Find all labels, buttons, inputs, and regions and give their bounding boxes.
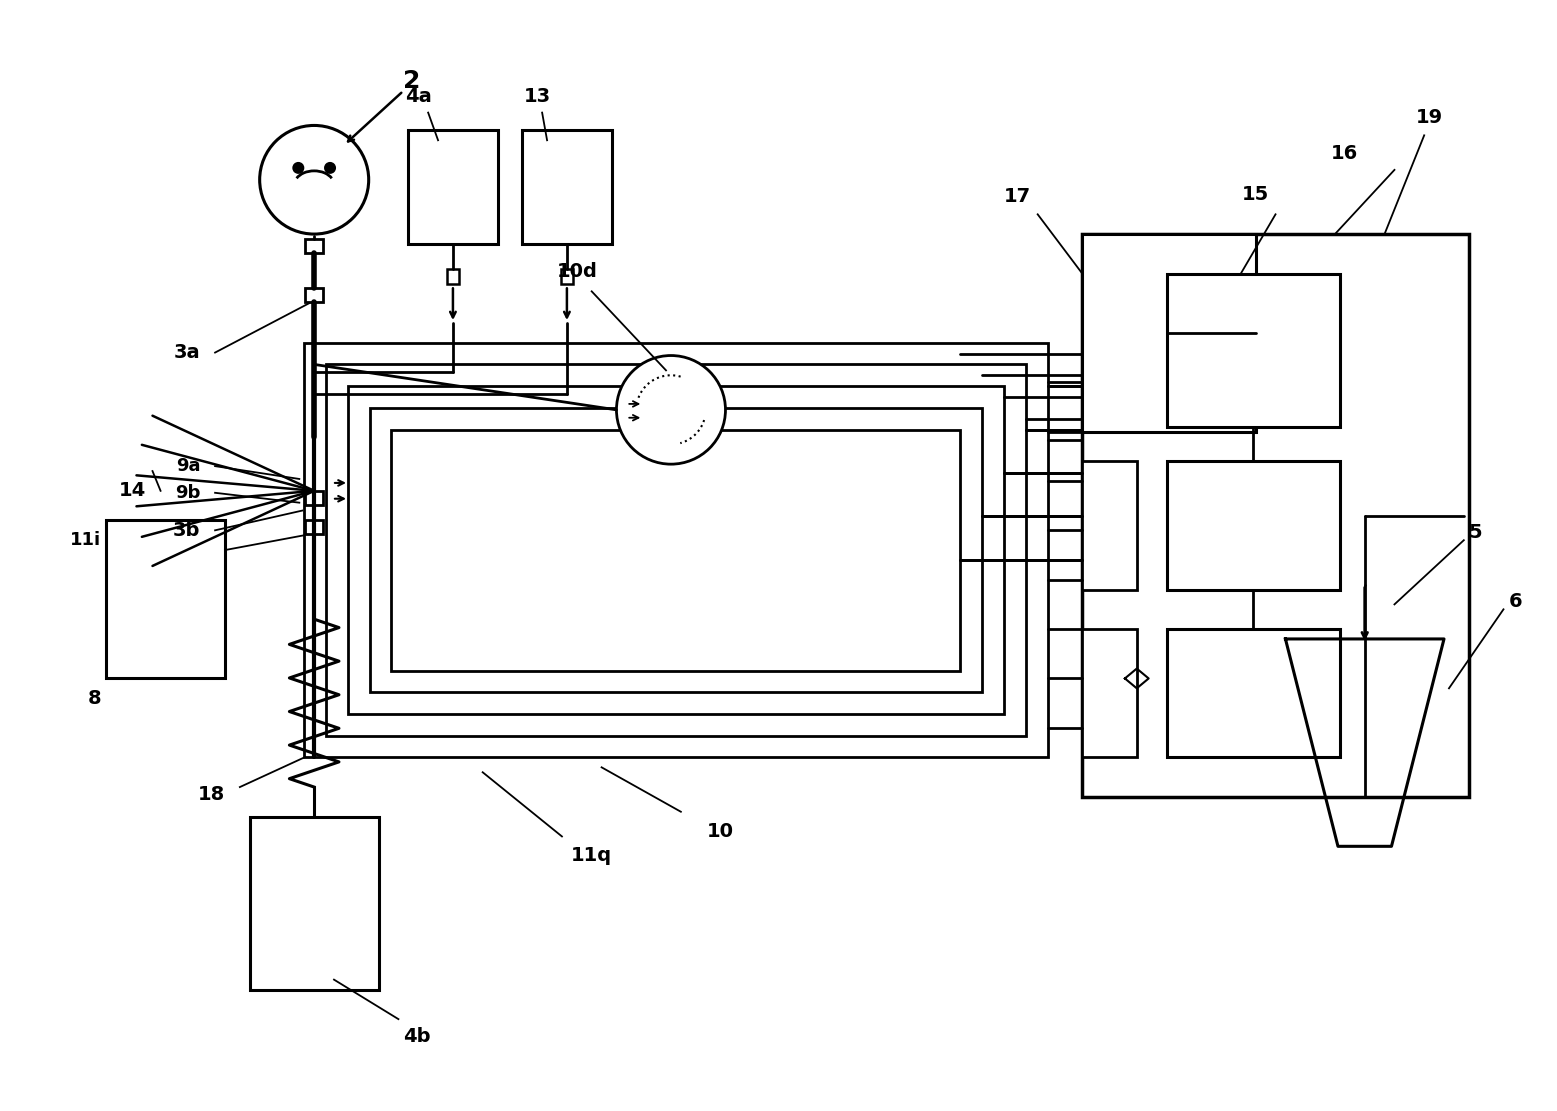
Text: 19: 19 (1415, 109, 1443, 128)
Bar (1082, 461, 1137, 590)
Bar (249, 817, 378, 990)
Text: 13: 13 (523, 87, 551, 106)
Bar (1082, 629, 1137, 758)
Bar (347, 387, 1004, 714)
Bar (1166, 461, 1341, 590)
Text: 10d: 10d (556, 262, 598, 281)
Text: 2: 2 (403, 69, 420, 93)
Bar (447, 269, 459, 284)
Bar (408, 130, 498, 244)
Text: 10: 10 (707, 822, 733, 841)
Bar (1082, 234, 1255, 431)
Text: 18: 18 (198, 785, 224, 804)
Bar (305, 289, 324, 302)
Bar (1082, 234, 1468, 797)
Circle shape (260, 126, 369, 234)
Bar (305, 520, 324, 534)
Bar (305, 239, 324, 253)
Bar (304, 342, 1048, 758)
Text: 14: 14 (118, 481, 146, 500)
Text: 9a: 9a (176, 457, 201, 476)
Circle shape (617, 356, 726, 464)
Text: 3b: 3b (173, 521, 201, 540)
Text: 8: 8 (87, 689, 101, 708)
Bar (325, 364, 1026, 735)
Text: 4a: 4a (405, 87, 431, 106)
Bar (305, 491, 324, 504)
Bar (369, 408, 982, 692)
Bar (522, 130, 612, 244)
Circle shape (293, 163, 304, 173)
Circle shape (325, 163, 335, 173)
Text: 15: 15 (1242, 186, 1269, 204)
Text: 11i: 11i (70, 531, 101, 549)
Bar (391, 430, 961, 671)
Bar (106, 520, 224, 679)
Text: 17: 17 (1004, 188, 1031, 207)
Bar (561, 269, 573, 284)
Text: 6: 6 (1509, 592, 1523, 611)
Bar (1166, 629, 1341, 758)
Text: 16: 16 (1331, 144, 1359, 163)
Text: 11q: 11q (571, 847, 612, 865)
Text: 9b: 9b (174, 483, 201, 502)
Bar (1166, 273, 1341, 427)
Text: 3a: 3a (173, 343, 201, 362)
Text: 4b: 4b (403, 1027, 431, 1047)
Text: 5: 5 (1468, 523, 1482, 542)
